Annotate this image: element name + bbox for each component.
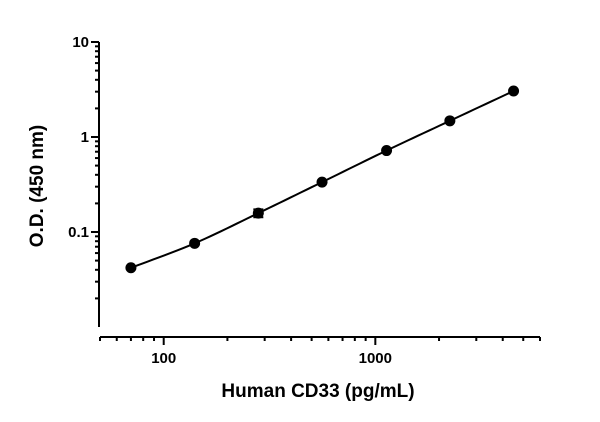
data-point <box>444 115 456 127</box>
x-tick-label: 1000 <box>359 350 392 367</box>
data-point <box>316 176 328 188</box>
data-point <box>381 145 393 157</box>
x-axis-title: Human CD33 (pg/mL) <box>221 381 414 402</box>
data-point <box>125 262 137 274</box>
data-points <box>125 85 520 274</box>
axes: 0.1 1 10 100 1000 <box>68 34 541 367</box>
data-point <box>189 237 201 249</box>
y-tick-label: 1 <box>81 129 89 146</box>
x-tick-label: 100 <box>151 350 176 367</box>
data-point <box>508 85 520 97</box>
y-axis-title: O.D. (450 nm) <box>27 125 48 247</box>
y-tick-label: 10 <box>72 34 89 51</box>
y-tick-label: 0.1 <box>68 224 89 241</box>
data-point <box>252 207 264 219</box>
